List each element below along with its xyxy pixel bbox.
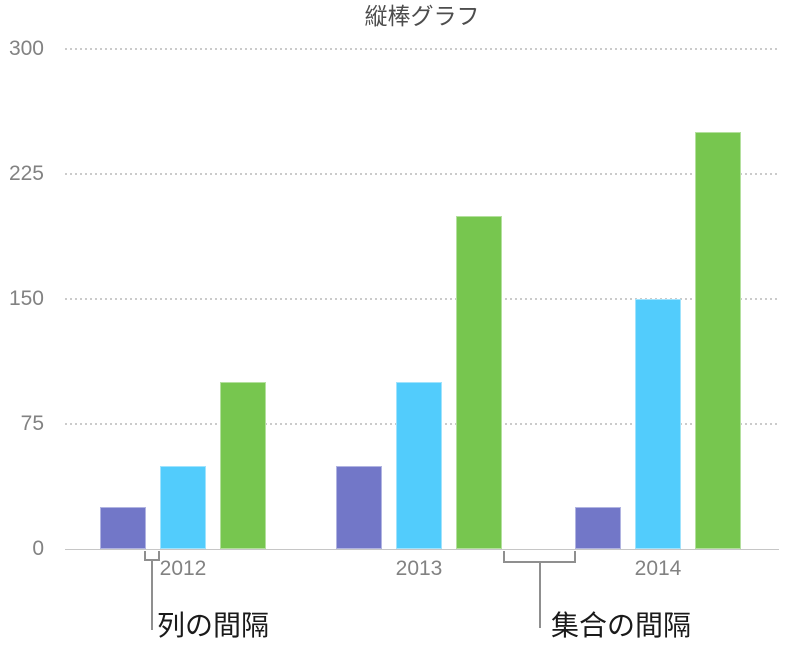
gridline-225 xyxy=(65,173,779,175)
bar-purple-series-2013 xyxy=(336,465,382,549)
x-axis-label-2012: 2012 xyxy=(159,557,207,580)
y-axis-tick-label-300: 300 xyxy=(8,37,44,60)
bar-blue-series-2012 xyxy=(160,465,206,549)
cluster-gap-label: 集合の間隔 xyxy=(551,610,692,641)
y-axis-tick-label-0: 0 xyxy=(32,537,44,560)
bar-purple-series-2014 xyxy=(575,507,621,549)
bar-green-series-2012 xyxy=(220,382,266,549)
cluster-gap-callout-line xyxy=(539,562,541,628)
x-axis-label-2014: 2014 xyxy=(634,557,682,580)
bar-purple-series-2012 xyxy=(100,507,146,549)
gridline-300 xyxy=(65,48,779,50)
column-gap-label: 列の間隔 xyxy=(157,610,270,641)
gridline-150 xyxy=(65,298,779,300)
bar-green-series-2014 xyxy=(695,132,741,549)
bar-blue-series-2013 xyxy=(396,382,442,549)
bar-blue-series-2014 xyxy=(635,299,681,549)
y-axis-tick-label-75: 75 xyxy=(20,412,44,435)
x-axis-label-2013: 2013 xyxy=(395,557,443,580)
chart-title: 縦棒グラフ xyxy=(364,3,480,29)
x-axis-line xyxy=(65,548,779,550)
column-gap-callout-line xyxy=(151,560,153,630)
bar-green-series-2013 xyxy=(456,215,502,549)
y-axis-tick-label-225: 225 xyxy=(8,162,44,185)
y-axis-tick-label-150: 150 xyxy=(8,287,44,310)
